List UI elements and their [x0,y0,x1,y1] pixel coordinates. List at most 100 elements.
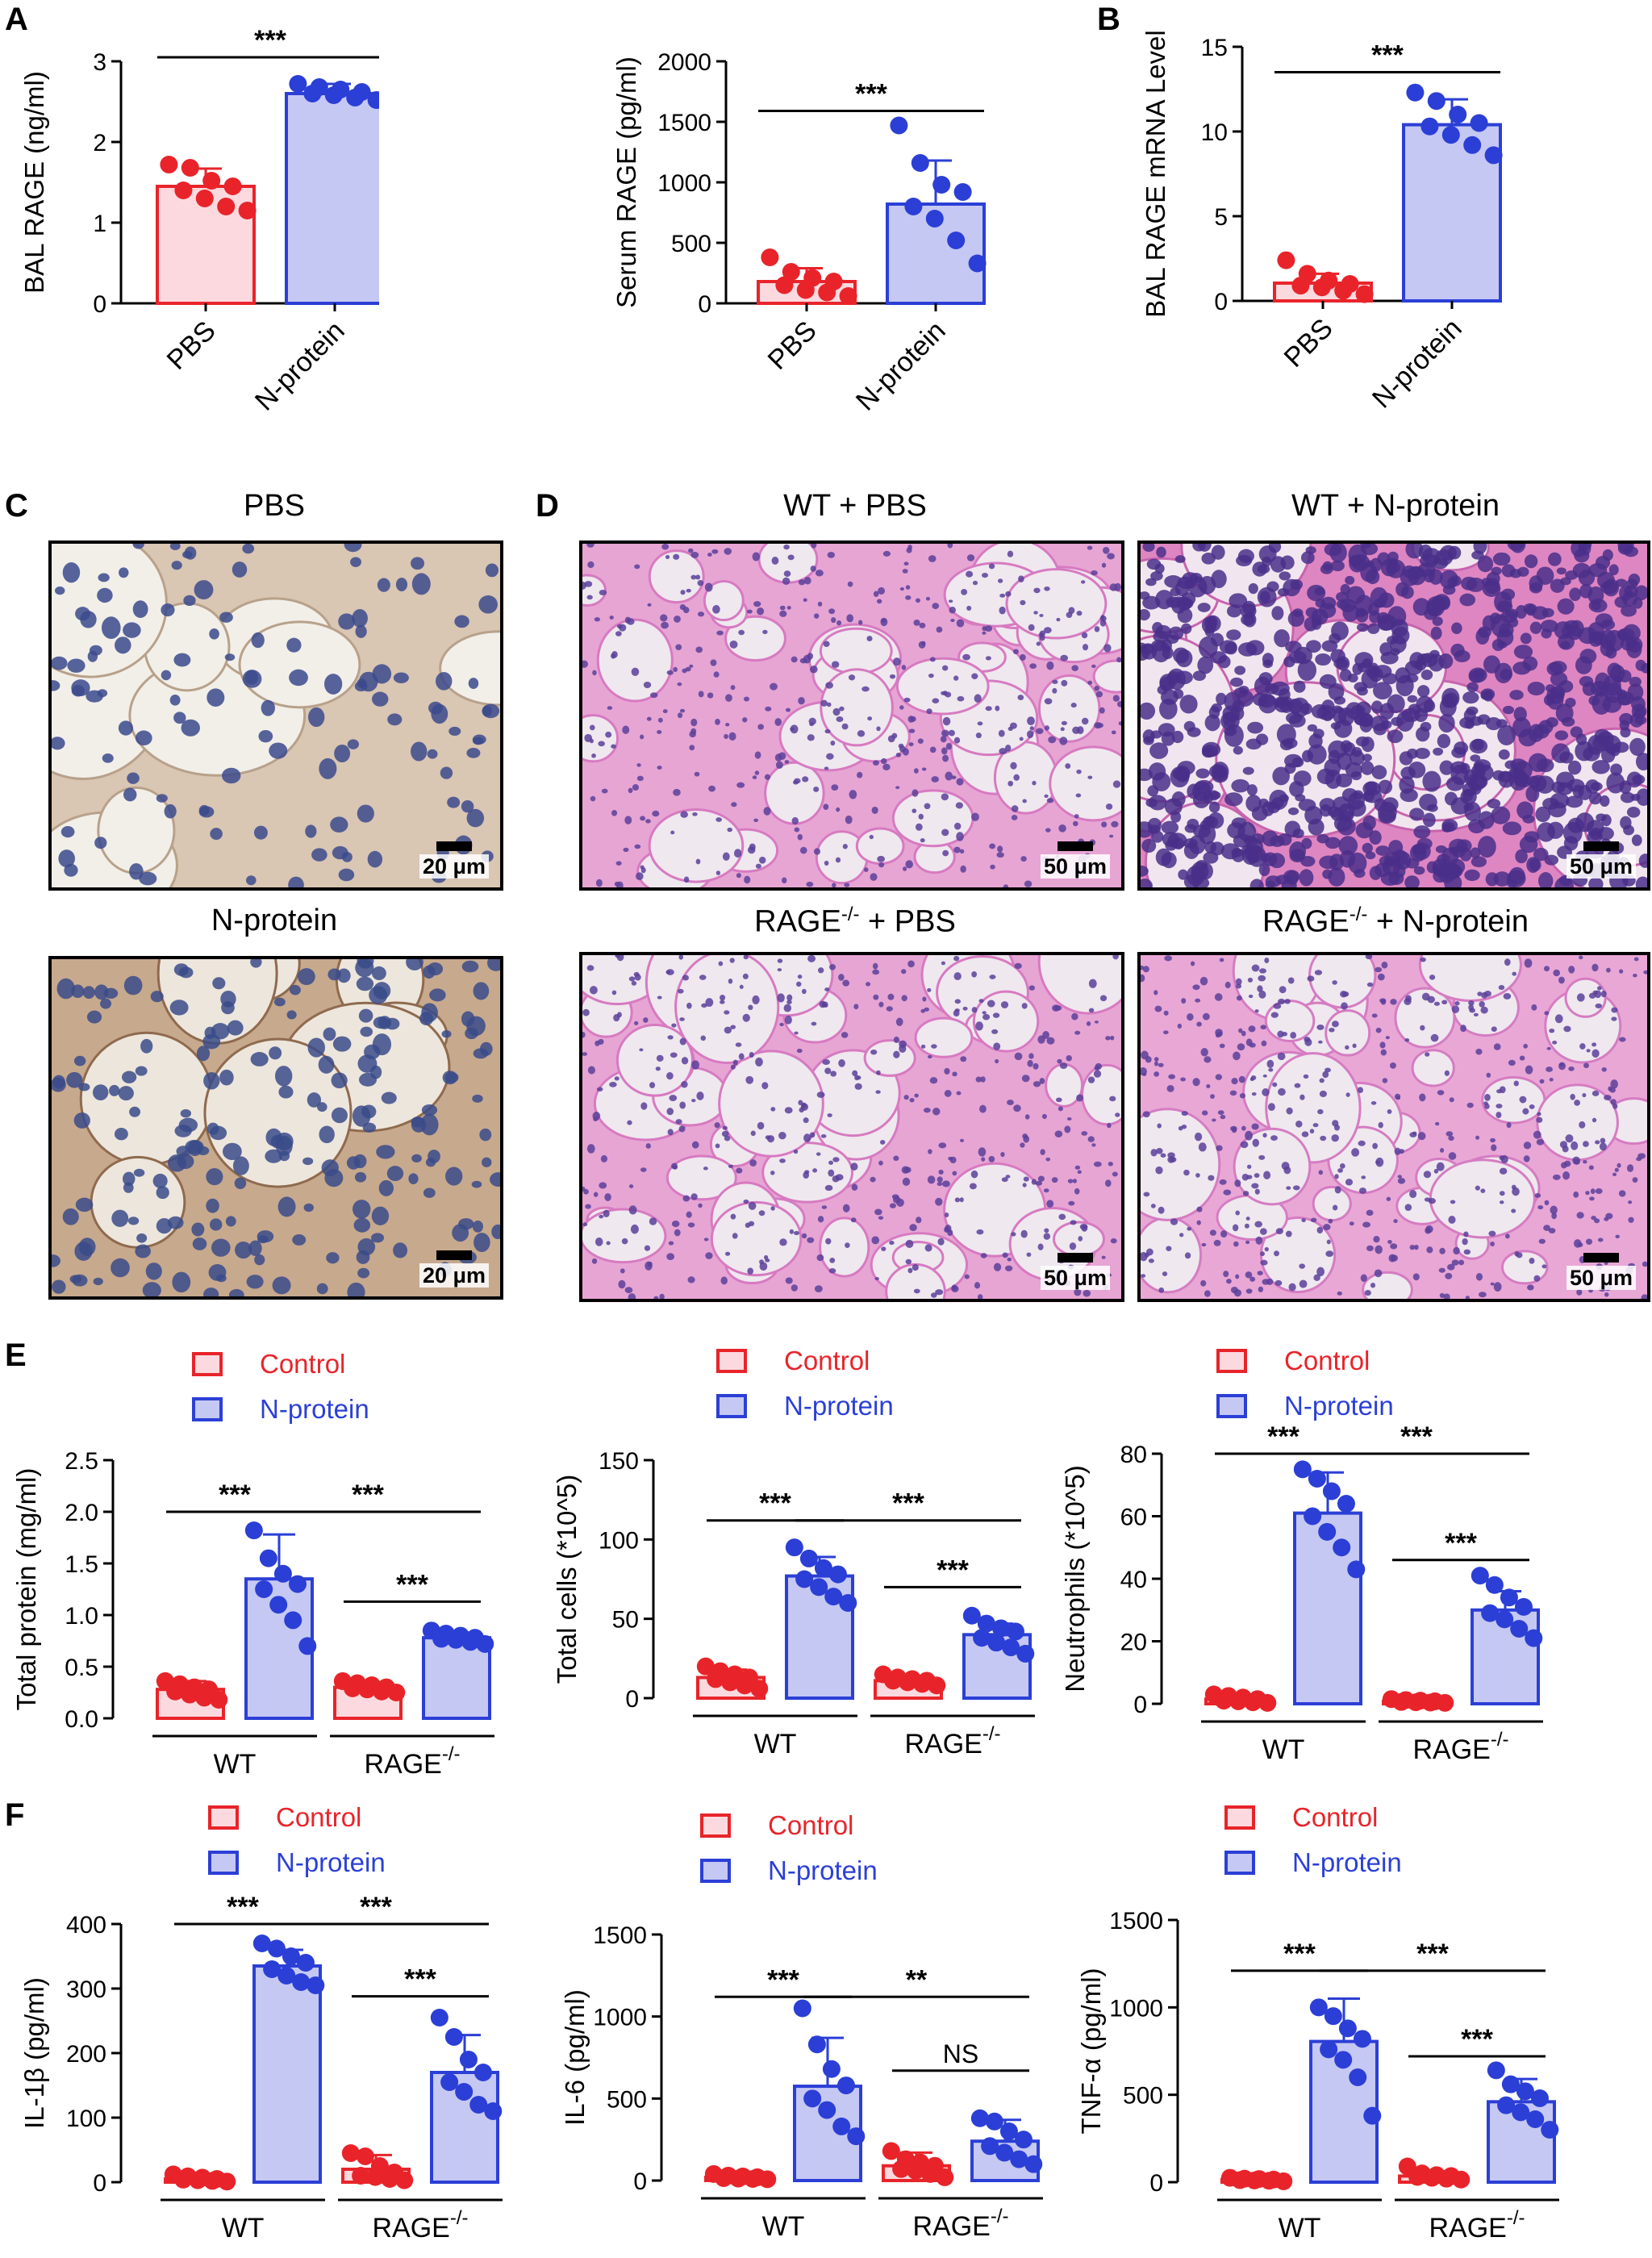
cell-nucleus [752,775,757,779]
y-tick-label: 0 [93,2170,106,2197]
cell-nucleus [688,548,694,553]
data-point [263,1960,282,1978]
cell-nucleus [982,631,987,635]
cell-nucleus [1633,957,1639,962]
cell-nucleus [746,609,753,614]
data-point [1334,282,1353,300]
cell-nucleus [611,651,618,658]
cell-nucleus [1377,616,1395,631]
cell-nucleus [1219,1179,1227,1185]
cell-nucleus [1544,1200,1550,1206]
data-point [277,1967,296,1985]
cell-nucleus [1142,595,1161,610]
cell-nucleus [1504,958,1511,966]
cell-nucleus [599,1214,604,1219]
cell-nucleus [1217,655,1231,669]
cell-nucleus [640,867,646,874]
cell-nucleus [136,1233,148,1243]
cell-nucleus [598,741,605,747]
cell-nucleus [732,1233,738,1239]
cell-nucleus [1367,623,1380,634]
cell-nucleus [1511,1208,1516,1213]
cell-nucleus [1154,563,1165,574]
alveolar-space [674,955,780,1064]
cell-nucleus [1375,845,1391,856]
alveolar-space [439,630,500,707]
cell-nucleus [1405,995,1412,1003]
cell-nucleus [1254,1221,1262,1228]
cell-nucleus [1000,1001,1009,1008]
cell-nucleus [927,1175,936,1184]
cell-nucleus [643,681,652,689]
cell-nucleus [817,967,824,974]
cell-nucleus [991,1029,999,1034]
cell-nucleus [1233,745,1243,755]
cell-nucleus [999,606,1006,615]
cell-nucleus [1262,1088,1270,1096]
cell-nucleus [1036,641,1041,646]
cell-nucleus [1241,1125,1246,1131]
cell-nucleus [645,1261,653,1271]
cell-nucleus [789,1229,795,1234]
cell-nucleus [1293,680,1306,693]
cell-nucleus [758,856,766,864]
cell-nucleus [701,1003,707,1008]
data-point [981,2137,999,2156]
cell-nucleus [1629,737,1646,756]
y-tick-label: 2 [93,130,106,157]
data-point [884,1672,903,1690]
cell-nucleus [793,1230,800,1236]
data-point [381,2170,399,2188]
cell-nucleus [697,611,705,617]
cell-nucleus [622,725,630,734]
cell-nucleus [929,1077,938,1084]
cell-nucleus [1388,840,1404,855]
cell-nucleus [347,739,360,749]
cell-nucleus [1377,973,1385,981]
cell-nucleus [606,1241,611,1246]
cell-nucleus [1569,587,1582,602]
cell-nucleus [1428,653,1445,672]
cell-nucleus [1168,626,1184,641]
cell-nucleus [1502,705,1514,715]
cell-nucleus [1178,869,1188,880]
data-point [1500,1588,1518,1607]
cell-nucleus [461,800,474,813]
cell-nucleus [873,994,879,1000]
cell-nucleus [700,1035,707,1041]
cell-nucleus [1000,1151,1005,1158]
cell-nucleus [198,804,210,816]
group-label: WT [1279,2213,1321,2243]
cell-nucleus [286,1010,297,1020]
cell-nucleus [882,763,891,770]
data-point [962,1606,981,1625]
cell-nucleus [1219,958,1224,962]
cell-nucleus [686,1211,692,1218]
cell-nucleus [1081,717,1089,725]
cell-nucleus [1523,1043,1528,1049]
cell-nucleus [1547,552,1562,566]
cell-nucleus [1571,544,1587,557]
group-label: RAGE-/- [1429,2207,1525,2243]
cell-nucleus [1220,1230,1228,1238]
cell-nucleus [1252,693,1268,707]
cell-nucleus [1365,955,1373,960]
cell-nucleus [1420,721,1432,732]
cell-nucleus [1537,1112,1541,1116]
cell-nucleus [601,788,608,794]
cell-nucleus [1533,847,1549,862]
cell-nucleus [171,561,182,570]
data-point [729,2169,748,2188]
cell-nucleus [1112,1171,1118,1177]
cell-nucleus [705,1252,713,1259]
cell-nucleus [1046,798,1054,803]
y-tick-label: 10 [1201,119,1228,146]
cell-nucleus [1243,611,1257,628]
cell-nucleus [582,1008,590,1016]
cell-nucleus [1433,1001,1441,1006]
cell-nucleus [1192,984,1200,991]
cell-nucleus [993,1263,1002,1271]
cell-nucleus [1620,727,1631,738]
cell-nucleus [690,574,697,580]
